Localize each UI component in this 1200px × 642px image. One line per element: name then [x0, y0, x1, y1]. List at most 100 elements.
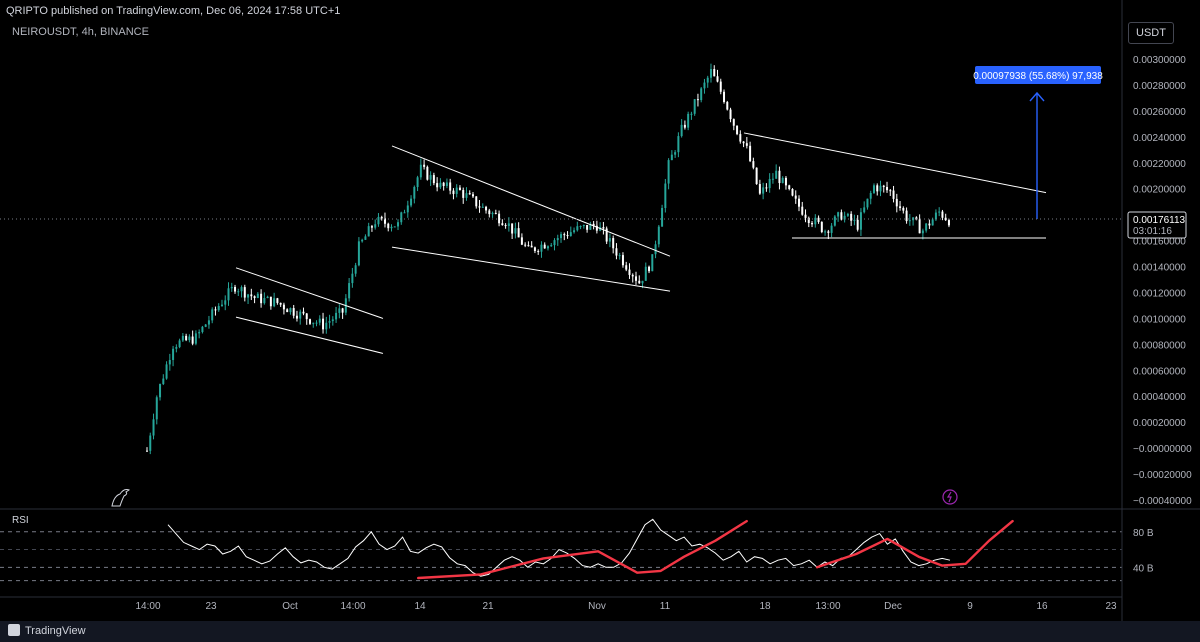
candle-body: [485, 206, 488, 211]
candle-body: [902, 207, 905, 211]
candle-body: [361, 239, 364, 242]
footer-bar: TradingView: [0, 621, 1200, 642]
currency-button[interactable]: USDT: [1128, 22, 1174, 44]
rsi-level-label: 40 B: [1133, 563, 1154, 574]
candle-body: [188, 336, 191, 341]
candle-body: [820, 221, 823, 233]
trend-lines: [235, 132, 1047, 354]
price-tick-label: 0.00100000: [1133, 314, 1186, 325]
candle-body: [243, 287, 246, 298]
price-candles: [146, 63, 950, 455]
candle-body: [644, 266, 647, 281]
candle-body: [745, 143, 748, 146]
candle-body: [794, 195, 797, 199]
candle-body: [615, 248, 618, 256]
candle-body: [211, 309, 214, 321]
price-tick-label: −0.00040000: [1133, 496, 1192, 507]
time-tick-label: 13:00: [815, 601, 840, 612]
trend-line-channel-top: [235, 267, 384, 319]
candle-body: [859, 212, 862, 230]
candle-body: [146, 450, 148, 452]
candle-body: [944, 217, 947, 221]
dino-icon: [111, 489, 131, 507]
candle-body: [429, 175, 432, 180]
target-measure: 0.00097938 (55.68%) 97,938: [973, 66, 1103, 219]
candle-body: [742, 141, 745, 144]
candle-body: [413, 186, 416, 199]
symbol-label: NEIROUSDT, 4h, BINANCE: [12, 26, 149, 38]
lightning-bolt-icon: [946, 491, 952, 503]
candle-body: [569, 232, 572, 237]
candle-body: [165, 364, 168, 379]
candle-body: [357, 241, 360, 266]
candle-body: [667, 160, 670, 184]
candle-body: [788, 185, 791, 190]
candle-body: [560, 234, 563, 239]
candle-body: [217, 306, 220, 311]
candle-body: [341, 308, 344, 313]
candle-body: [230, 286, 233, 289]
candle-body: [253, 296, 256, 299]
candle-body: [817, 217, 820, 222]
candle-body: [713, 69, 716, 77]
candle-body: [504, 225, 507, 227]
price-tick-label: 0.00140000: [1133, 263, 1186, 274]
candle-body: [351, 273, 354, 284]
candle-body: [439, 182, 442, 188]
trend-line-wedge-top: [391, 145, 671, 257]
candle-body: [325, 322, 328, 330]
candle-body: [214, 309, 217, 311]
last-price-box: [1127, 211, 1187, 239]
candle-body: [250, 294, 253, 297]
candle-body: [152, 419, 155, 436]
candle-body: [543, 244, 546, 249]
candle-body: [537, 250, 540, 252]
time-tick-label: 16: [1036, 601, 1048, 612]
candle-body: [364, 236, 367, 240]
time-tick-label: Dec: [884, 601, 902, 612]
candle-body: [605, 228, 608, 242]
candle-body: [921, 230, 924, 234]
price-tick-label: 0.00220000: [1133, 159, 1186, 170]
candle-body: [657, 226, 660, 245]
candle-body: [397, 222, 400, 227]
candle-body: [204, 324, 207, 327]
candle-body: [155, 397, 158, 420]
tradingview-logo[interactable]: TradingView: [8, 624, 86, 637]
price-tick-label: 0.00040000: [1133, 392, 1186, 403]
candle-body: [234, 286, 237, 292]
candle-body: [807, 217, 810, 224]
price-tick-label: 0.00080000: [1133, 340, 1186, 351]
candle-body: [563, 234, 566, 236]
candle-body: [758, 184, 761, 194]
candle-body: [853, 219, 856, 221]
candle-body: [631, 274, 634, 277]
candle-body: [322, 318, 325, 330]
candle-body: [256, 293, 259, 299]
candle-body: [784, 177, 787, 186]
candle-body: [159, 384, 162, 398]
candle-body: [837, 212, 840, 217]
candle-body: [198, 332, 201, 334]
candle-body: [830, 225, 833, 233]
candle-body: [273, 298, 276, 307]
candle-body: [798, 198, 800, 207]
candle-body: [928, 223, 931, 226]
candle-body: [475, 196, 478, 207]
candle-body: [863, 207, 866, 213]
candle-body: [178, 340, 181, 348]
candle-body: [768, 179, 771, 189]
candle-body: [700, 88, 703, 101]
candle-body: [592, 223, 595, 226]
candle-body: [566, 235, 569, 237]
candle-body: [331, 319, 334, 322]
last-price-countdown: 03:01:16: [1133, 226, 1172, 237]
trend-line-channel-bottom: [235, 316, 384, 354]
lightning-icon: [942, 489, 958, 505]
candle-body: [618, 255, 621, 257]
time-tick-label: 14: [414, 601, 426, 612]
time-tick-label: 14:00: [135, 601, 160, 612]
price-tick-label: −0.00020000: [1133, 470, 1192, 481]
candle-body: [393, 226, 396, 228]
chart-canvas[interactable]: 0.00300000 0.00280000 0.00260000 0.00240000…: [0, 0, 1200, 621]
